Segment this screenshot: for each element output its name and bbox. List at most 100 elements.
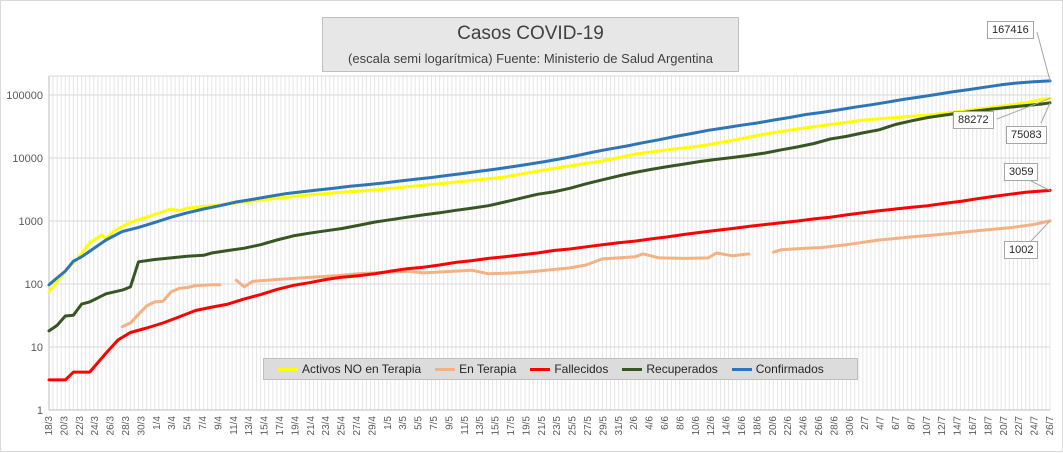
callout-leader-3	[1040, 102, 1051, 124]
legend-item-en-terapia: En Terapia	[435, 362, 516, 376]
x-tick-label: 13/4	[244, 416, 255, 436]
legend-item-recuperados: Recuperados	[622, 362, 718, 376]
y-tick-label: 1	[37, 405, 43, 417]
x-tick-label: 10/6	[691, 416, 702, 436]
x-tick-label: 11/4	[229, 416, 240, 435]
x-tick-label: 30/3	[136, 416, 147, 436]
x-tick-label: 14/6	[722, 416, 733, 436]
chart-title: Casos COVID-19	[457, 23, 604, 44]
x-tick-label: 15/4	[260, 416, 271, 436]
x-tick-label: 29/4	[367, 416, 378, 436]
x-tick-label: 21/5	[537, 416, 548, 436]
x-tick-label: 14/7	[953, 416, 964, 436]
x-tick-label: 7/4	[198, 416, 209, 430]
x-tick-label: 4/6	[645, 416, 656, 430]
x-tick-label: 25/4	[337, 416, 348, 436]
x-tick-label: 8/7	[906, 416, 917, 430]
legend-label-recuperados: Recuperados	[646, 362, 718, 376]
x-tick-label: 19/4	[290, 416, 301, 436]
legend-label-en-terapia: En Terapia	[459, 362, 517, 376]
series-line-0	[47, 96, 1052, 294]
legend-swatch-recuperados	[622, 367, 643, 371]
callout-activos: 88272	[953, 111, 994, 129]
x-tick-label: 5/5	[414, 416, 425, 430]
y-tick-label: 10	[31, 342, 43, 354]
legend-swatch-confirmados	[731, 367, 752, 371]
x-tick-label: 4/7	[876, 416, 887, 430]
x-tick-label: 28/6	[829, 416, 840, 436]
chart-subtitle: (escala semi logarítmica) Fuente: Minist…	[348, 51, 713, 66]
x-tick-label: 25/5	[568, 416, 579, 436]
y-tick-label: 1000	[19, 216, 43, 228]
callout-confirmados: 167416	[987, 21, 1034, 39]
legend-label-confirmados: Confirmados	[755, 362, 824, 376]
x-tick-label: 18/6	[752, 416, 763, 436]
legend-label-activos: Activos NO en Terapia	[302, 362, 422, 376]
y-tick-label: 100	[25, 279, 43, 291]
callout-leader-2	[1030, 180, 1051, 191]
x-tick-label: 20/3	[59, 416, 70, 436]
x-tick-label: 18/3	[44, 416, 55, 436]
x-tick-label: 26/7	[1045, 416, 1056, 436]
callout-leader-0	[996, 97, 1051, 120]
x-tick-label: 19/5	[521, 416, 532, 436]
series-line-4	[47, 79, 1052, 287]
x-tick-label: 23/4	[321, 416, 332, 436]
x-tick-label: 1/5	[383, 416, 394, 430]
legend-swatch-activos	[278, 367, 298, 371]
x-tick-label: 23/5	[552, 416, 563, 436]
x-tick-label: 29/5	[598, 416, 609, 436]
x-tick-label: 28/3	[121, 416, 132, 436]
x-tick-label: 18/7	[983, 416, 994, 436]
x-tick-label: 26/6	[814, 416, 825, 436]
x-tick-label: 12/6	[706, 416, 717, 436]
x-tick-label: 12/7	[937, 416, 948, 436]
callout-leader-4	[1036, 31, 1051, 82]
y-tick-label: 100000	[6, 90, 43, 102]
x-tick-label: 30/6	[845, 416, 856, 436]
x-tick-label: 22/3	[75, 416, 86, 436]
x-tick-label: 24/3	[90, 416, 101, 436]
x-tick-label: 20/6	[768, 416, 779, 436]
legend-swatch-fallecidos	[530, 367, 551, 371]
series-line-3	[47, 101, 1052, 333]
y-tick-label: 10000	[12, 153, 43, 165]
x-tick-label: 16/6	[737, 416, 748, 436]
x-tick-label: 13/5	[475, 416, 486, 436]
callout-recuperados: 75083	[1006, 126, 1047, 144]
x-tick-label: 31/5	[614, 416, 625, 436]
x-tick-label: 3/4	[167, 416, 178, 430]
legend-swatch-en-terapia	[435, 367, 456, 371]
x-tick-label: 15/5	[491, 416, 502, 436]
x-tick-label: 17/5	[506, 416, 517, 436]
series-line-2	[47, 188, 1052, 382]
x-tick-label: 11/5	[460, 416, 471, 435]
legend-item-fallecidos: Fallecidos	[530, 362, 608, 376]
x-tick-label: 22/6	[783, 416, 794, 436]
series-line-1	[120, 219, 1052, 329]
x-tick-label: 5/4	[183, 416, 194, 430]
x-tick-label: 8/6	[675, 416, 686, 430]
x-tick-label: 20/7	[999, 416, 1010, 436]
callout-en-terapia: 1002	[1004, 241, 1039, 259]
x-tick-label: 9/4	[213, 416, 224, 430]
x-tick-label: 26/3	[106, 416, 117, 436]
x-tick-label: 2/6	[629, 416, 640, 430]
x-tick-label: 10/7	[922, 416, 933, 436]
x-tick-label: 27/4	[352, 416, 363, 436]
x-tick-label: 22/7	[1014, 416, 1025, 436]
chart-legend: Activos NO en Terapia En Terapia Falleci…	[263, 358, 858, 380]
callout-fallecidos: 3059	[1004, 163, 1039, 181]
x-tick-label: 3/5	[398, 416, 409, 430]
x-tick-label: 24/7	[1030, 416, 1041, 436]
x-tick-label: 16/7	[968, 416, 979, 436]
x-tick-label: 7/5	[429, 416, 440, 430]
legend-item-activos: Activos NO en Terapia	[278, 362, 421, 376]
chart-title-box: Casos COVID-19 (escala semi logarítmica)…	[322, 17, 739, 72]
x-tick-label: 6/6	[660, 416, 671, 430]
x-tick-label: 21/4	[306, 416, 317, 436]
x-tick-label: 24/6	[799, 416, 810, 436]
x-tick-label: 6/7	[891, 416, 902, 430]
